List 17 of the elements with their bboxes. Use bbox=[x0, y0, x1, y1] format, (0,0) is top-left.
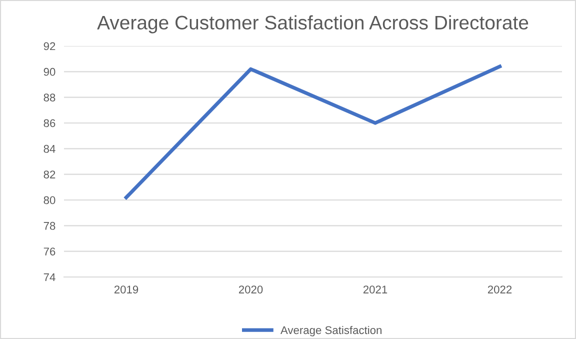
x-tick-label: 2022 bbox=[488, 286, 512, 294]
y-tick-label: 78 bbox=[44, 222, 56, 230]
chart-title: Average Customer Satisfaction Across Directorate bbox=[97, 15, 528, 34]
y-tick-label: 90 bbox=[44, 68, 56, 76]
legend-label: Average Satisfaction bbox=[280, 326, 382, 336]
y-tick-label: 74 bbox=[44, 273, 56, 282]
y-tick-label: 82 bbox=[44, 170, 56, 178]
y-tick-label: 80 bbox=[44, 196, 56, 204]
y-tick-label: 86 bbox=[44, 119, 56, 128]
x-tick-label: 2020 bbox=[238, 286, 263, 294]
x-tick-label: 2019 bbox=[114, 286, 138, 294]
y-tick-label: 88 bbox=[44, 94, 56, 102]
y-tick-label: 84 bbox=[44, 144, 56, 153]
y-tick-label: 76 bbox=[44, 248, 56, 256]
line-series bbox=[124, 64, 502, 200]
y-tick-label: 92 bbox=[44, 42, 56, 50]
x-tick-label: 2021 bbox=[363, 286, 388, 294]
